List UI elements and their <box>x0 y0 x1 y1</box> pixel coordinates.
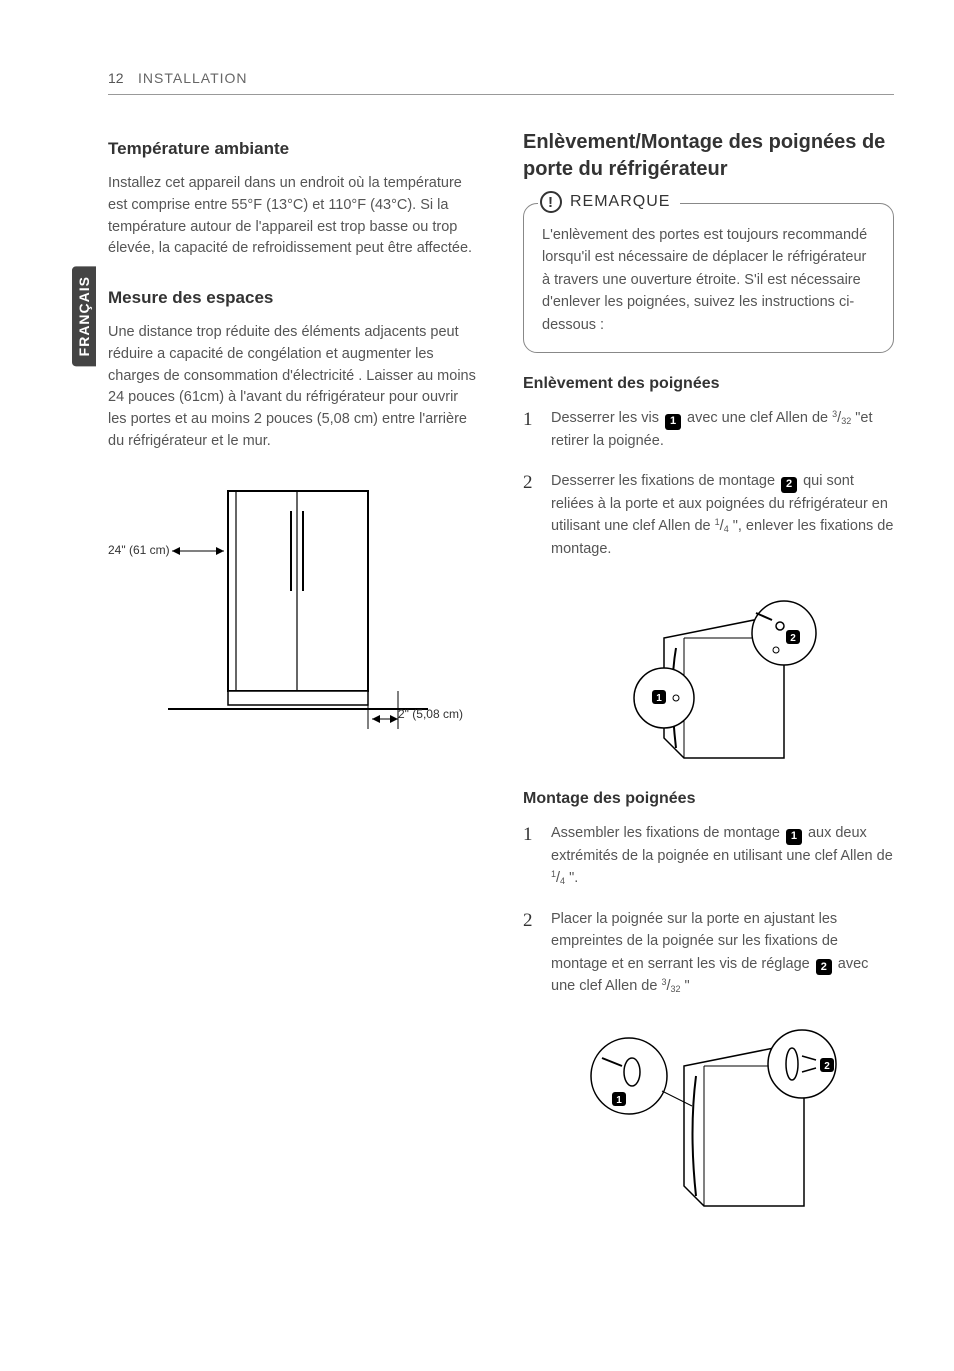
mount-steps: Assembler les fixations de montage 1 aux… <box>523 822 894 997</box>
note-title: ! REMARQUE <box>538 191 680 213</box>
dim-label-rear: 2" (5,08 cm) <box>398 707 769 721</box>
remove-step-1: Desserrer les vis 1 avec une clef Allen … <box>523 407 894 452</box>
text: avec une clef Allen de <box>683 410 832 426</box>
text: Assembler les fixations de montage <box>551 825 784 841</box>
svg-text:1: 1 <box>616 1095 622 1106</box>
clearance-diagram: 24" (61 cm) 2" (5,08 cm) <box>108 481 479 769</box>
page-number: 12 <box>108 70 124 86</box>
svg-text:2: 2 <box>790 633 796 644</box>
frac-den: 32 <box>671 984 681 994</box>
svg-text:1: 1 <box>656 693 662 704</box>
remove-step-2: Desserrer les fixations de montage 2 qui… <box>523 470 894 560</box>
frac-num: 3 <box>661 977 666 987</box>
svg-text:2: 2 <box>824 1061 830 1072</box>
text: Desserrer les vis <box>551 410 663 426</box>
note-box: ! REMARQUE L'enlèvement des portes est t… <box>523 203 894 353</box>
page-content: 12 INSTALLATION Température ambiante Ins… <box>0 0 954 1276</box>
page-header: 12 INSTALLATION <box>108 70 894 95</box>
text: Desserrer les fixations de montage <box>551 473 779 489</box>
text: ". <box>565 870 578 886</box>
frac-den: 32 <box>841 416 851 426</box>
clearance-heading: Mesure des espaces <box>108 288 479 308</box>
callout-badge-2: 2 <box>781 477 797 493</box>
section-title: INSTALLATION <box>138 70 248 86</box>
ambient-temp-body: Installez cet appareil dans un endroit o… <box>108 173 479 260</box>
remove-heading: Enlèvement des poignées <box>523 375 894 393</box>
handles-main-heading: Enlèvement/Montage des poignées de porte… <box>523 129 894 183</box>
mount-heading: Montage des poignées <box>523 790 894 808</box>
language-tab: FRANÇAIS <box>72 266 96 366</box>
callout-badge-2: 2 <box>816 959 832 975</box>
frac-num: 3 <box>832 409 837 419</box>
ambient-temp-heading: Température ambiante <box>108 139 479 159</box>
frac-num: 1 <box>551 869 556 879</box>
right-column: Enlèvement/Montage des poignées de porte… <box>523 129 894 1236</box>
note-body: L'enlèvement des portes est toujours rec… <box>542 218 875 336</box>
dim-label-front: 24" (61 cm) <box>108 543 479 557</box>
callout-badge-1: 1 <box>665 414 681 430</box>
mount-step-1: Assembler les fixations de montage 1 aux… <box>523 822 894 889</box>
mount-step-2: Placer la poignée sur la porte en ajusta… <box>523 908 894 998</box>
callout-badge-1: 1 <box>786 829 802 845</box>
note-label: REMARQUE <box>570 193 670 211</box>
remove-diagram: 1 2 <box>523 578 894 768</box>
clearance-body: Une distance trop réduite des éléments a… <box>108 322 479 453</box>
frac-num: 1 <box>715 517 720 527</box>
info-icon: ! <box>540 191 562 213</box>
mount-diagram: 1 2 <box>523 1016 894 1216</box>
text: " <box>681 978 690 994</box>
remove-steps: Desserrer les vis 1 avec une clef Allen … <box>523 407 894 560</box>
text: Placer la poignée sur la porte en ajusta… <box>551 911 838 972</box>
left-column: Température ambiante Installez cet appar… <box>108 129 479 1236</box>
